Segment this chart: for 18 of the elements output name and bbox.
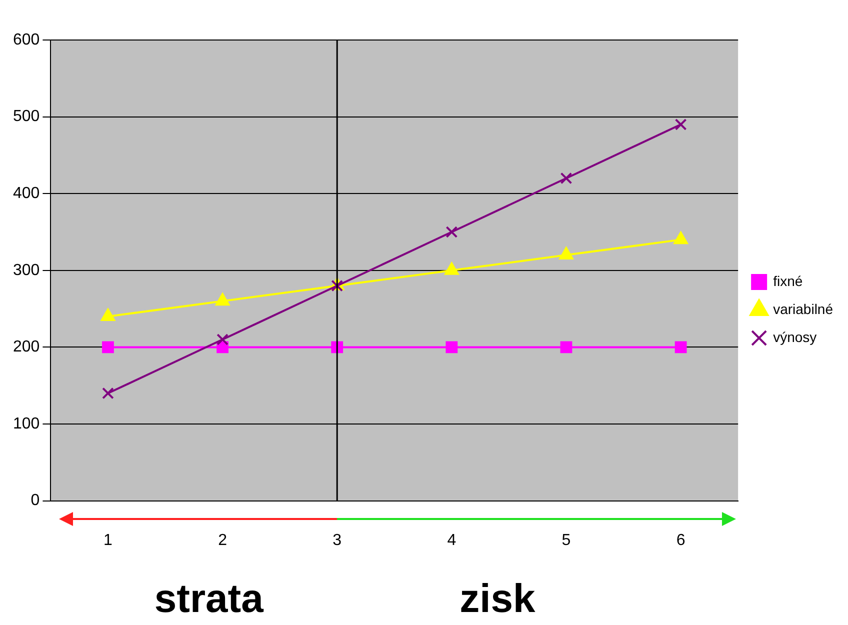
y-tick-label: 500 xyxy=(12,108,40,126)
x-tick-label: 5 xyxy=(562,532,571,549)
y-tick-label: 600 xyxy=(12,31,40,48)
x-tick-label: 3 xyxy=(332,532,342,549)
legend-label: variabilné xyxy=(773,300,834,317)
text: zisk xyxy=(460,577,536,622)
x-tick-label: 1 xyxy=(104,532,113,549)
y-tick-label: 400 xyxy=(12,185,40,202)
y-tick-label: 300 xyxy=(12,262,40,279)
x-tick-label: 6 xyxy=(676,532,686,549)
y-tick-label: 0 xyxy=(30,492,40,510)
x-tick-label: 4 xyxy=(447,532,456,549)
x-tick-label: 2 xyxy=(218,532,228,549)
legend-label: výnosy xyxy=(773,328,817,345)
legend-label: fixné xyxy=(773,272,803,289)
y-tick-label: 100 xyxy=(12,415,40,432)
y-tick-label: 200 xyxy=(12,338,40,356)
text: strata xyxy=(154,577,264,622)
